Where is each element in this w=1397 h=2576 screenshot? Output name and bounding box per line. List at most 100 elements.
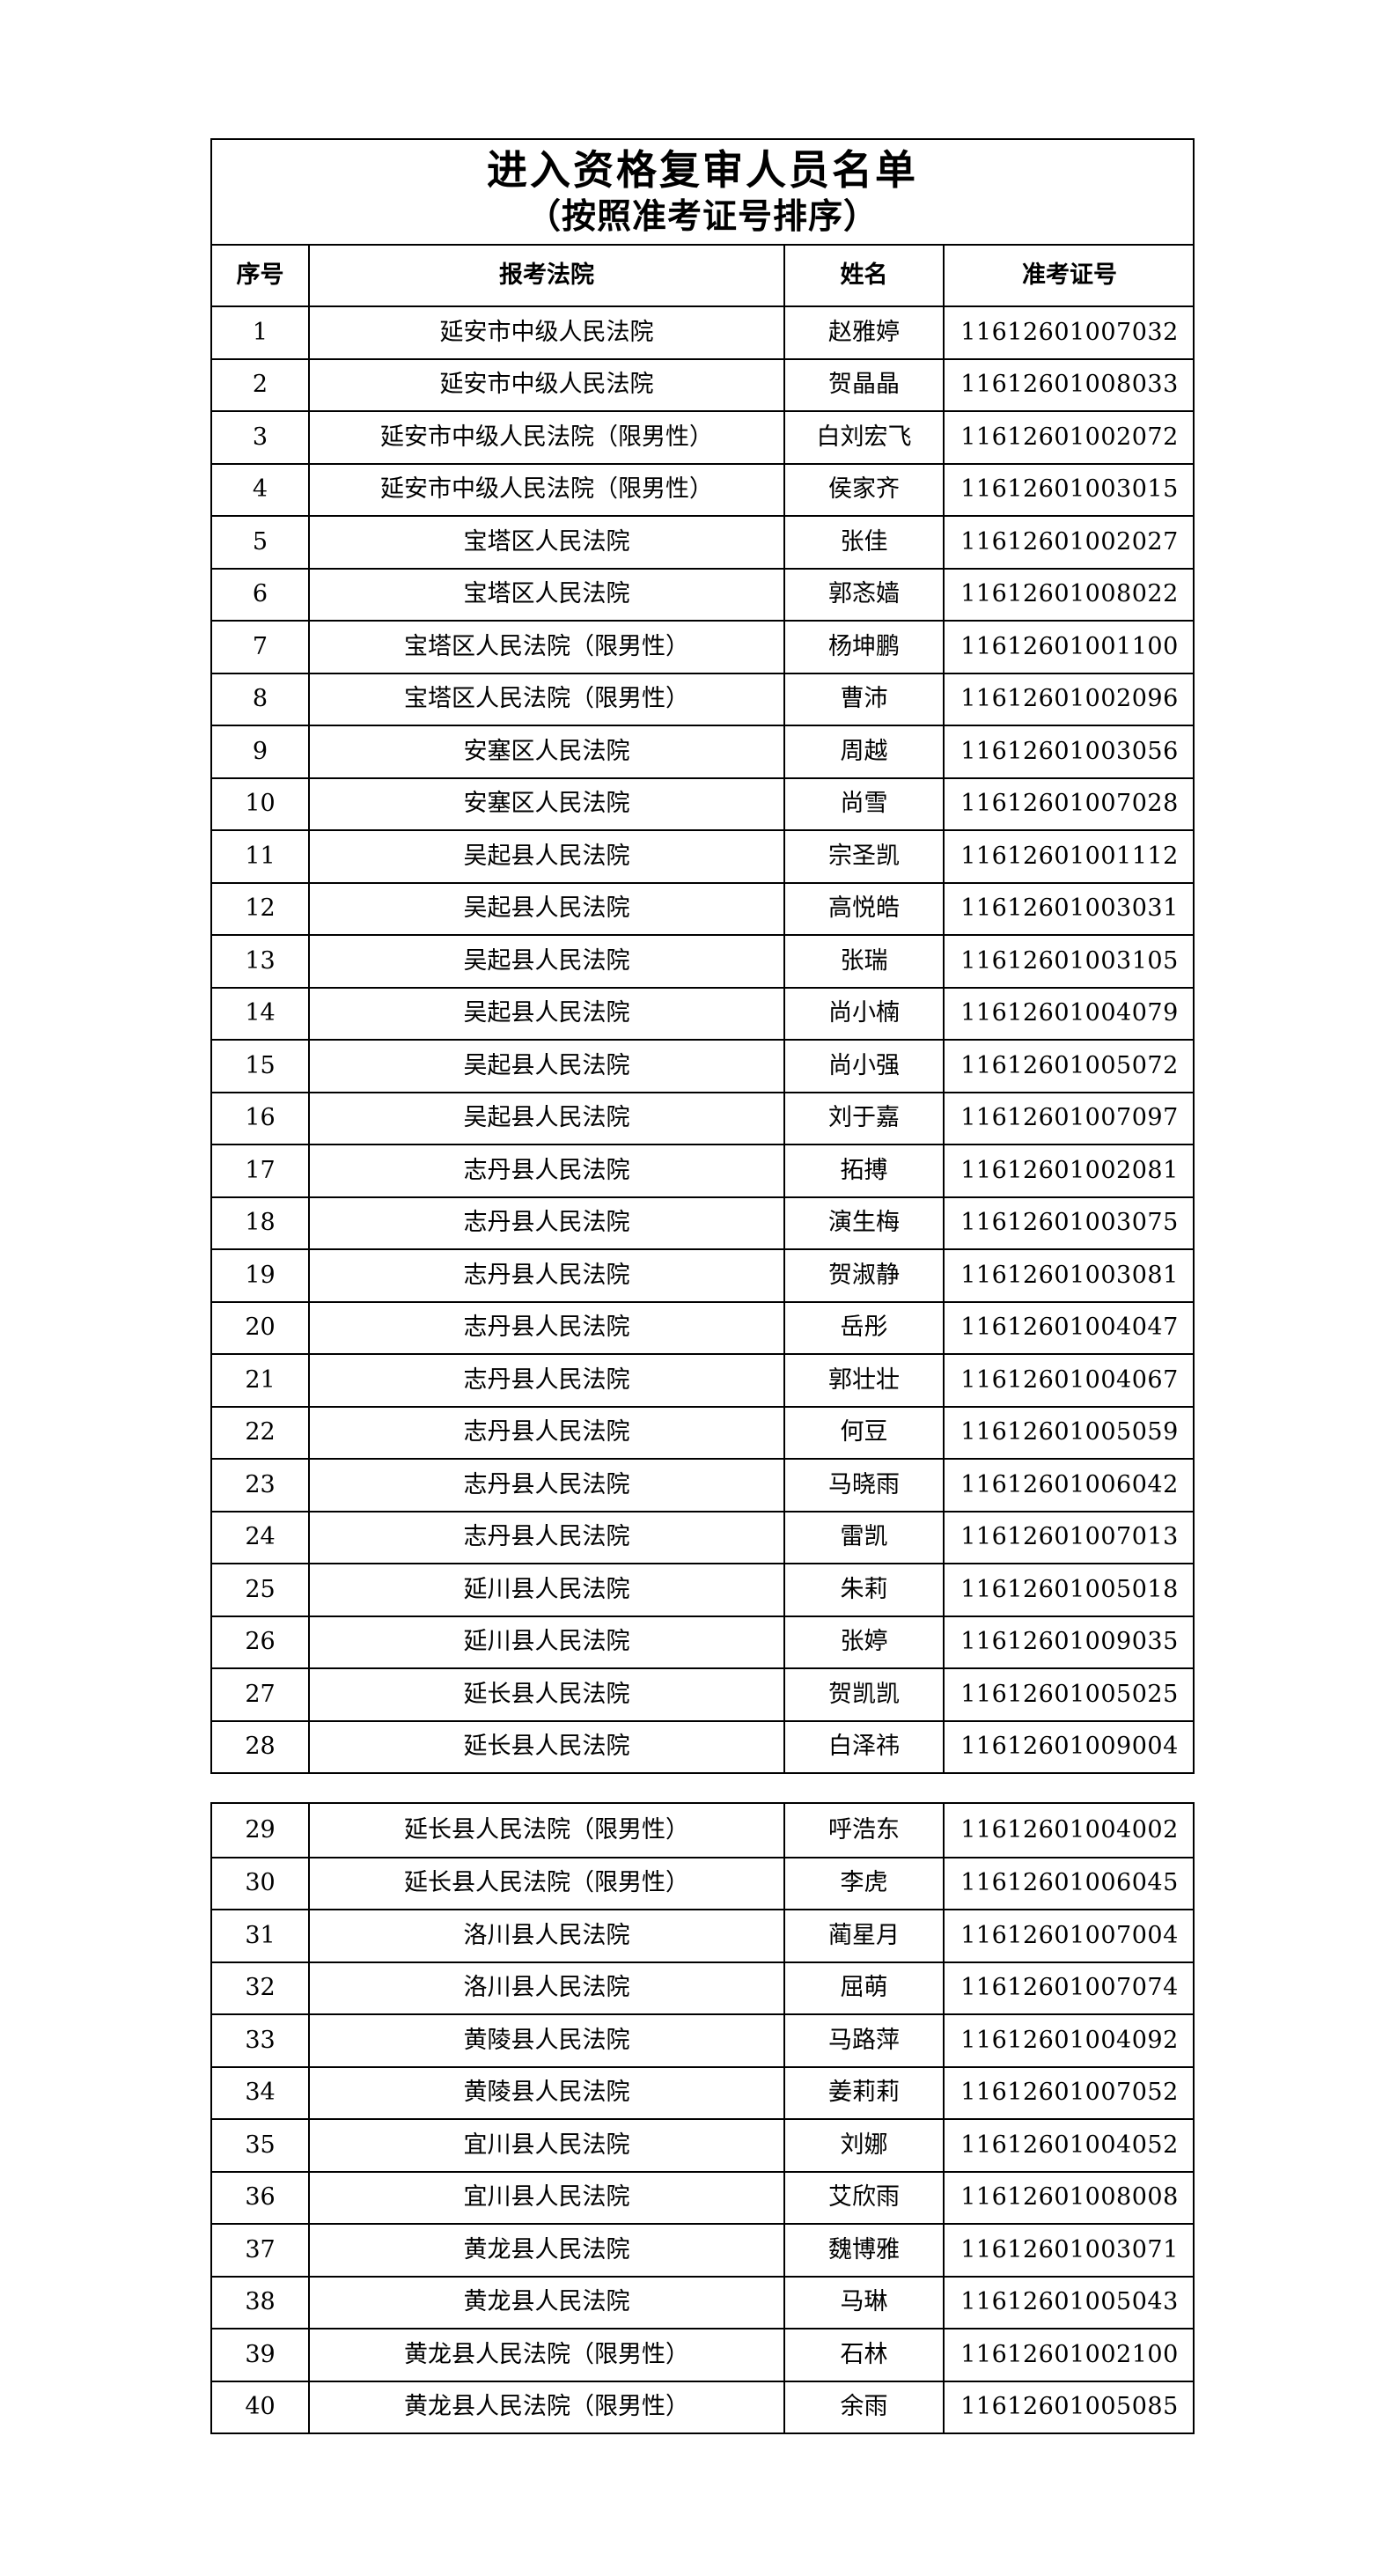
table-row: 13 吴起县人民法院 张瑞 11612601003105 [212,934,1195,987]
page-subtitle: （按照准考证号排序） [526,195,879,237]
row-ticket-cell: 11612601008022 [943,567,1195,620]
row-court-cell: 黄陵县人民法院 [308,2065,783,2118]
row-court-cell: 黄龙县人民法院（限男性） [308,2380,783,2432]
header-cell-name: 姓名 [783,246,943,305]
row-court-cell: 延长县人民法院 [308,1667,783,1720]
table-row: 33 黄陵县人民法院 马路萍 11612601004092 [212,2013,1195,2066]
row-no-cell: 3 [212,410,308,463]
row-court-cell: 洛川县人民法院 [308,1961,783,2013]
row-court-cell: 洛川县人民法院 [308,1909,783,1961]
row-court-cell: 延安市中级人民法院 [308,305,783,358]
row-name-cell: 白泽祎 [783,1719,943,1772]
row-court-cell: 延长县人民法院 [308,1719,783,1772]
row-no-cell: 2 [212,357,308,411]
row-ticket-cell: 11612601003075 [943,1196,1195,1248]
row-ticket-cell: 11612601002072 [943,410,1195,463]
row-no-cell: 20 [212,1300,308,1354]
row-court-cell: 延安市中级人民法院（限男性） [308,462,783,515]
row-court-cell: 黄龙县人民法院 [308,2223,783,2276]
row-name-cell: 朱莉 [783,1563,943,1616]
table-row: 9 安塞区人民法院 周越 11612601003056 [212,725,1195,777]
table-row: 27 延长县人民法院 贺凯凯 11612601005025 [212,1667,1195,1720]
row-ticket-cell: 11612601007013 [943,1510,1195,1563]
table-row: 2 延安市中级人民法院 贺晶晶 11612601008033 [212,357,1195,411]
row-no-cell: 19 [212,1248,308,1301]
row-no-cell: 33 [212,2013,308,2066]
row-ticket-cell: 11612601003056 [943,725,1195,777]
row-ticket-cell: 11612601003031 [943,881,1195,934]
row-name-cell: 侯家齐 [783,462,943,515]
page-title: 进入资格复审人员名单 [487,146,918,195]
row-no-cell: 32 [212,1961,308,2014]
row-no-cell: 6 [212,567,308,621]
row-court-cell: 吴起县人民法院 [308,934,783,987]
row-no-cell: 40 [212,2380,308,2433]
row-no-cell: 13 [212,934,308,987]
row-court-cell: 吴起县人民法院 [308,881,783,934]
row-no-cell: 25 [212,1563,308,1616]
row-ticket-cell: 11612601002081 [943,1144,1195,1196]
table-row: 12 吴起县人民法院 高悦皓 11612601003031 [212,881,1195,934]
row-ticket-cell: 11612601005085 [943,2380,1195,2432]
row-name-cell: 贺凯凯 [783,1667,943,1720]
table-row: 25 延川县人民法院 朱莉 11612601005018 [212,1563,1195,1616]
row-name-cell: 白刘宏飞 [783,410,943,463]
table-row: 35 宜川县人民法院 刘娜 11612601004052 [212,2118,1195,2171]
row-name-cell: 岳彤 [783,1300,943,1353]
table-row: 23 志丹县人民法院 马晓雨 11612601006042 [212,1458,1195,1511]
row-court-cell: 宝塔区人民法院 [308,515,783,568]
row-name-cell: 杨坤鹏 [783,620,943,673]
row-name-cell: 雷凯 [783,1510,943,1563]
row-ticket-cell: 11612601005072 [943,1039,1195,1092]
row-court-cell: 吴起县人民法院 [308,986,783,1039]
table-row: 40 黄龙县人民法院（限男性） 余雨 11612601005085 [212,2380,1195,2433]
row-court-cell: 宝塔区人民法院 [308,567,783,620]
row-ticket-cell: 11612601004079 [943,986,1195,1039]
row-no-cell: 7 [212,620,308,673]
table-row: 28 延长县人民法院 白泽祎 11612601009004 [212,1719,1195,1772]
row-name-cell: 刘于嘉 [783,1091,943,1144]
row-no-cell: 4 [212,462,308,516]
header-cell-court: 报考法院 [308,246,783,305]
row-court-cell: 安塞区人民法院 [308,725,783,777]
row-name-cell: 拓搏 [783,1144,943,1196]
row-no-cell: 35 [212,2118,308,2171]
row-no-cell: 22 [212,1405,308,1459]
row-court-cell: 延川县人民法院 [308,1563,783,1616]
row-court-cell: 宜川县人民法院 [308,2170,783,2223]
row-name-cell: 屈萌 [783,1961,943,2013]
row-court-cell: 延川县人民法院 [308,1615,783,1667]
row-name-cell: 刘娜 [783,2118,943,2171]
row-ticket-cell: 11612601004052 [943,2118,1195,2171]
table-row: 19 志丹县人民法院 贺淑静 11612601003081 [212,1248,1195,1301]
row-name-cell: 蔺星月 [783,1909,943,1961]
row-ticket-cell: 11612601004092 [943,2013,1195,2066]
row-no-cell: 27 [212,1667,308,1720]
row-ticket-cell: 11612601005025 [943,1667,1195,1720]
table-row: 6 宝塔区人民法院 郭忞嫱 11612601008022 [212,567,1195,621]
row-no-cell: 39 [212,2328,308,2381]
row-ticket-cell: 11612601001100 [943,620,1195,673]
table-row: 8 宝塔区人民法院（限男性） 曹沛 11612601002096 [212,672,1195,725]
document-sheet: 进入资格复审人员名单 （按照准考证号排序） 序号 报考法院 姓名 准考证号 1 延安市中… [210,138,1195,2434]
row-name-cell: 张瑞 [783,934,943,987]
row-court-cell: 延长县人民法院（限男性） [308,1804,783,1857]
row-ticket-cell: 11612601009004 [943,1719,1195,1772]
row-name-cell: 呼浩东 [783,1804,943,1857]
row-court-cell: 宜川县人民法院 [308,2118,783,2171]
row-no-cell: 23 [212,1458,308,1511]
row-ticket-cell: 11612601006042 [943,1458,1195,1511]
row-no-cell: 38 [212,2275,308,2329]
row-court-cell: 宝塔区人民法院（限男性） [308,620,783,673]
table-row: 31 洛川县人民法院 蔺星月 11612601007004 [212,1909,1195,1961]
row-no-cell: 36 [212,2170,308,2224]
table-body-section-2: 29 延长县人民法院（限男性） 呼浩东 11612601004002 30 延长县人民法院… [212,1804,1195,2433]
table-row: 14 吴起县人民法院 尚小楠 11612601004079 [212,986,1195,1039]
row-court-cell: 志丹县人民法院 [308,1300,783,1353]
table-row: 21 志丹县人民法院 郭壮壮 11612601004067 [212,1353,1195,1406]
table-row: 26 延川县人民法院 张婷 11612601009035 [212,1615,1195,1667]
row-ticket-cell: 11612601007074 [943,1961,1195,2013]
title-block: 进入资格复审人员名单 （按照准考证号排序） [212,140,1193,246]
row-ticket-cell: 11612601003015 [943,462,1195,515]
row-no-cell: 11 [212,829,308,882]
